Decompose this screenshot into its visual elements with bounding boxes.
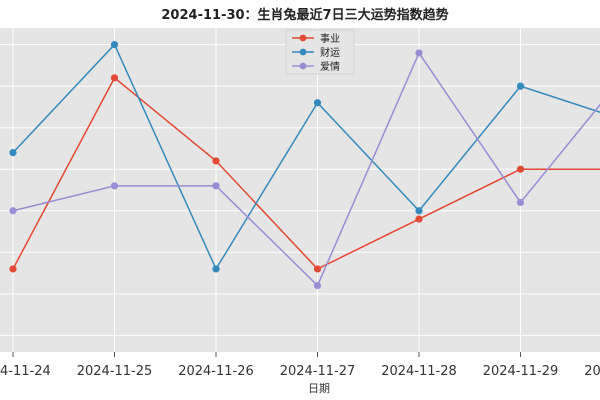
x-tick-label: 2024-11-30 (584, 364, 600, 379)
data-point (110, 41, 119, 49)
plot-area (0, 28, 600, 352)
x-tick-labels: 2024-11-24 2024-11-25 2024-11-26 2024-11-27… (0, 352, 600, 379)
data-point (415, 207, 423, 215)
data-point (9, 265, 17, 273)
data-point (313, 99, 322, 107)
data-point (110, 74, 119, 82)
data-point (212, 182, 220, 190)
series-爱情 (9, 49, 600, 290)
x-tick-label: 2024-11-26 (178, 364, 254, 379)
series-事业 (9, 74, 600, 273)
data-point (516, 198, 525, 207)
x-tick-label: 2024-11-25 (77, 364, 153, 379)
legend-label: 财运 (320, 46, 340, 59)
data-point (212, 265, 220, 273)
data-point (9, 149, 17, 157)
data-point (212, 157, 220, 165)
x-tick-label: 2024-11-29 (483, 364, 559, 379)
data-point (9, 207, 17, 215)
data-point (415, 215, 423, 223)
data-point (516, 165, 525, 173)
x-tick-label: 2024-11-27 (280, 364, 356, 379)
legend-marker (299, 48, 307, 56)
chart-title: 2024-11-30：生肖兔最近7日三大运势指数趋势 (161, 7, 448, 23)
data-point (313, 281, 322, 290)
legend-marker (299, 62, 307, 70)
legend-label: 爱情 (320, 60, 340, 73)
series-layer (9, 41, 600, 290)
data-point (516, 82, 525, 90)
series-财运 (9, 41, 600, 273)
legend-label: 事业 (320, 32, 340, 45)
x-tick-label: 2024-11-24 (0, 364, 51, 379)
x-tick-label: 2024-11-28 (381, 364, 457, 379)
data-point (415, 49, 423, 57)
data-point (110, 182, 119, 190)
x-axis-label: 日期 (308, 382, 330, 395)
data-point (313, 265, 322, 273)
legend-marker (299, 34, 307, 42)
